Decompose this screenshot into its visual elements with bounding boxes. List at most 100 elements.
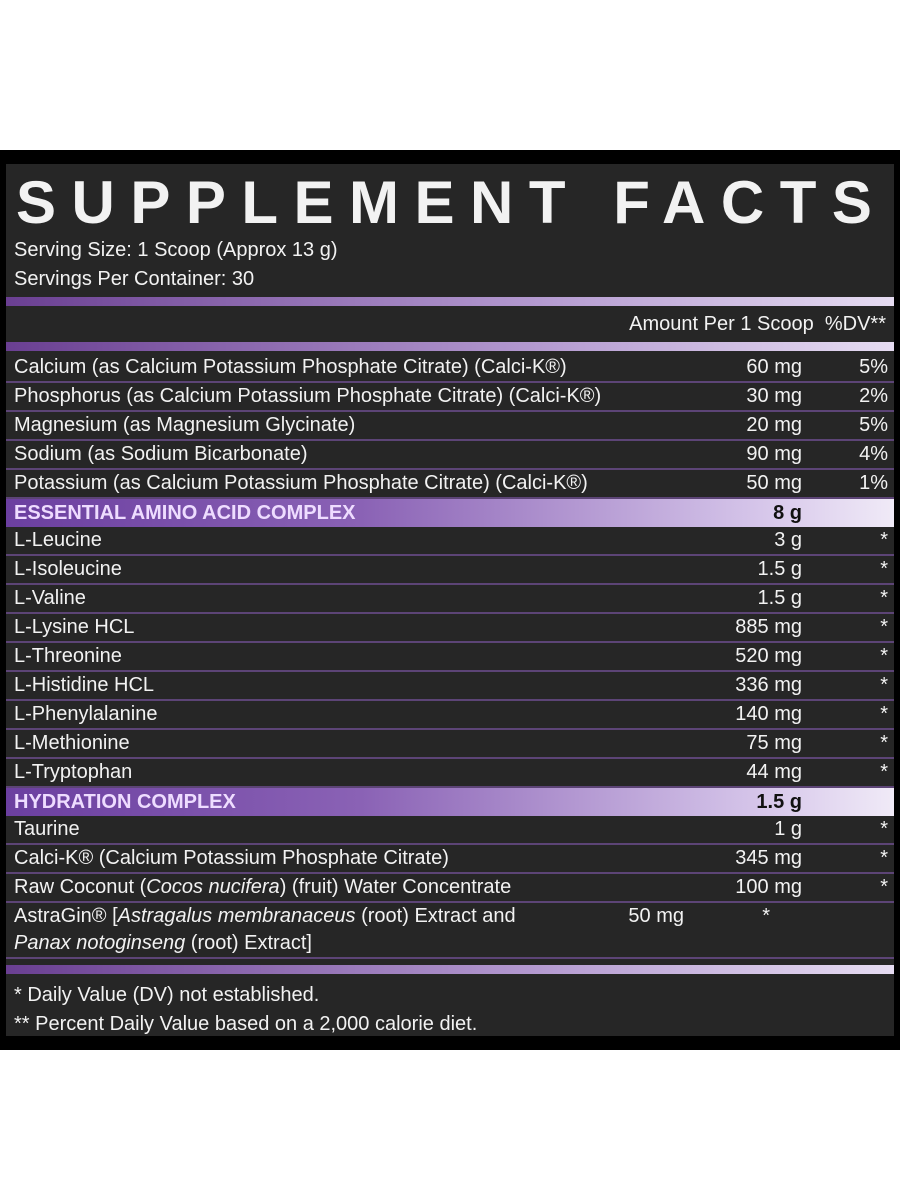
separator xyxy=(6,342,894,351)
ingredient-amount: 885 mg xyxy=(735,616,802,638)
ingredient-name: L-Phenylalanine xyxy=(6,701,682,728)
ingredient-row: AstraGin® [Astragalus membranaceus (root… xyxy=(6,903,894,959)
name-part: Magnesium (as Magnesium Glycinate) xyxy=(14,414,356,436)
name-part: Potassium (as Calcium Potassium Phosphat… xyxy=(14,472,588,494)
ingredient-name: L-Lysine HCL xyxy=(6,614,682,641)
ingredient-amount: 44 mg xyxy=(746,761,802,783)
ingredient-name: L-Valine xyxy=(6,585,682,612)
amount-header: Amount Per 1 Scoop xyxy=(629,313,814,335)
ingredient-name: L-Tryptophan xyxy=(6,759,682,786)
ingredient-row: L-Threonine 520 mg * xyxy=(6,643,894,672)
footnote: ** Percent Daily Value based on a 2,000 … xyxy=(14,1013,478,1035)
group-dv xyxy=(802,788,894,816)
ingredient-row: L-Phenylalanine 140 mg * xyxy=(6,701,894,730)
group-name: HYDRATION COMPLEX xyxy=(14,791,236,813)
ingredient-dv: 5% xyxy=(859,356,888,378)
name-part: Astragalus membranaceus xyxy=(117,905,356,927)
ingredient-dv: 2% xyxy=(859,385,888,407)
ingredient-name: L-Histidine HCL xyxy=(6,672,682,699)
group-header: ESSENTIAL AMINO ACID COMPLEX 8 g xyxy=(6,499,894,527)
ingredient-name: L-Methionine xyxy=(6,730,682,757)
name-part: L-Methionine xyxy=(14,732,130,754)
name-part: (root) Extract and xyxy=(355,905,516,927)
name-part: Cocos nucifera xyxy=(146,876,280,898)
ingredient-dv: * xyxy=(880,529,888,551)
ingredient-dv: * xyxy=(880,703,888,725)
ingredient-name: L-Isoleucine xyxy=(6,556,682,583)
name-part: L-Histidine HCL xyxy=(14,674,155,696)
ingredient-dv: * xyxy=(880,616,888,638)
ingredient-name: Potassium (as Calcium Potassium Phosphat… xyxy=(6,470,682,497)
ingredient-row: Calci-K® (Calcium Potassium Phosphate Ci… xyxy=(6,845,894,874)
group: HYDRATION COMPLEX 1.5 g Taurine 1 g * Calci-K… xyxy=(6,788,894,959)
serving-size: Serving Size: 1 Scoop (Approx 13 g) xyxy=(14,239,338,261)
ingredient-row: Phosphorus (as Calcium Potassium Phospha… xyxy=(6,383,894,412)
dv-header: %DV** xyxy=(824,313,886,335)
name-part: (root) Extract] xyxy=(185,932,312,954)
name-part: L-Phenylalanine xyxy=(14,703,158,725)
ingredient-dv: * xyxy=(880,847,888,869)
ingredient-dv: * xyxy=(880,645,888,667)
ingredient-row: L-Leucine 3 g * xyxy=(6,527,894,556)
ingredient-dv: 5% xyxy=(859,414,888,436)
name-part: Raw Coconut ( xyxy=(14,876,147,898)
ingredient-amount: 100 mg xyxy=(735,876,802,898)
ingredient-name: Magnesium (as Magnesium Glycinate) xyxy=(6,412,682,439)
ingredient-name: AstraGin® [Astragalus membranaceus (root… xyxy=(6,903,564,957)
ingredient-row: Sodium (as Sodium Bicarbonate) 90 mg 4% xyxy=(6,441,894,470)
ingredient-name: Raw Coconut (Cocos nucifera) (fruit) Wat… xyxy=(6,874,682,901)
name-part: L-Tryptophan xyxy=(14,761,133,783)
ingredient-name: Sodium (as Sodium Bicarbonate) xyxy=(6,441,682,468)
ingredient-amount: 345 mg xyxy=(735,847,802,869)
ingredient-name: L-Leucine xyxy=(6,527,682,554)
ingredient-row: Potassium (as Calcium Potassium Phosphat… xyxy=(6,470,894,499)
ingredient-name: Phosphorus (as Calcium Potassium Phospha… xyxy=(6,383,682,410)
ingredient-dv: * xyxy=(880,558,888,580)
ingredient-dv: * xyxy=(880,818,888,840)
name-part: Calci-K® (Calcium Potassium Phosphate Ci… xyxy=(14,847,449,869)
ingredient-row: L-Isoleucine 1.5 g * xyxy=(6,556,894,585)
ingredient-amount: 75 mg xyxy=(746,732,802,754)
ingredient-amount: 336 mg xyxy=(735,674,802,696)
group: ESSENTIAL AMINO ACID COMPLEX 8 g L-Leucine… xyxy=(6,499,894,788)
ingredient-row: L-Methionine 75 mg * xyxy=(6,730,894,759)
name-part: Panax notoginseng xyxy=(14,932,186,954)
ingredient-amount: 1 g xyxy=(774,818,802,840)
title: SUPPLEMENT FACTS xyxy=(16,169,888,236)
ingredient-row: Calcium (as Calcium Potassium Phosphate … xyxy=(6,354,894,383)
ingredient-amount: 30 mg xyxy=(746,385,802,407)
servings-per-container: Servings Per Container: 30 xyxy=(14,268,255,290)
name-part: ) (fruit) Water Concentrate xyxy=(279,876,512,898)
name-part: Phosphorus (as Calcium Potassium Phospha… xyxy=(14,385,602,407)
ingredient-amount: 90 mg xyxy=(746,443,802,465)
ingredient-amount: 20 mg xyxy=(746,414,802,436)
ingredient-row: L-Tryptophan 44 mg * xyxy=(6,759,894,788)
ingredient-dv: * xyxy=(880,732,888,754)
ingredient-amount: 1.5 g xyxy=(757,558,802,580)
ingredient-amount: 520 mg xyxy=(735,645,802,667)
group-dv xyxy=(802,499,894,527)
ingredient-dv: * xyxy=(880,587,888,609)
ingredient-row: Magnesium (as Magnesium Glycinate) 20 mg 5… xyxy=(6,412,894,441)
name-part: L-Leucine xyxy=(14,529,102,551)
name-part: L-Valine xyxy=(14,587,86,609)
ingredient-row: L-Histidine HCL 336 mg * xyxy=(6,672,894,701)
ingredient-amount: 50 mg xyxy=(746,472,802,494)
ingredient-dv: 1% xyxy=(859,472,888,494)
ingredient-amount: 60 mg xyxy=(746,356,802,378)
footnotes: * Daily Value (DV) not established. ** Pe… xyxy=(6,977,894,1039)
footnote: * Daily Value (DV) not established. xyxy=(14,984,320,1006)
ingredient-row: L-Lysine HCL 885 mg * xyxy=(6,614,894,643)
group-header: HYDRATION COMPLEX 1.5 g xyxy=(6,788,894,816)
column-header: Amount Per 1 Scoop %DV** xyxy=(6,309,894,339)
ingredient-name: Calcium (as Calcium Potassium Phosphate … xyxy=(6,354,682,381)
ingredient-dv: 4% xyxy=(859,443,888,465)
name-part: Sodium (as Sodium Bicarbonate) xyxy=(14,443,308,465)
name-part: L-Isoleucine xyxy=(14,558,122,580)
ingredient-amount: 3 g xyxy=(774,529,802,551)
ingredient-dv: * xyxy=(880,876,888,898)
name-part: Calcium (as Calcium Potassium Phosphate … xyxy=(14,356,567,378)
ingredient-row: Raw Coconut (Cocos nucifera) (fruit) Wat… xyxy=(6,874,894,903)
separator xyxy=(6,965,894,974)
